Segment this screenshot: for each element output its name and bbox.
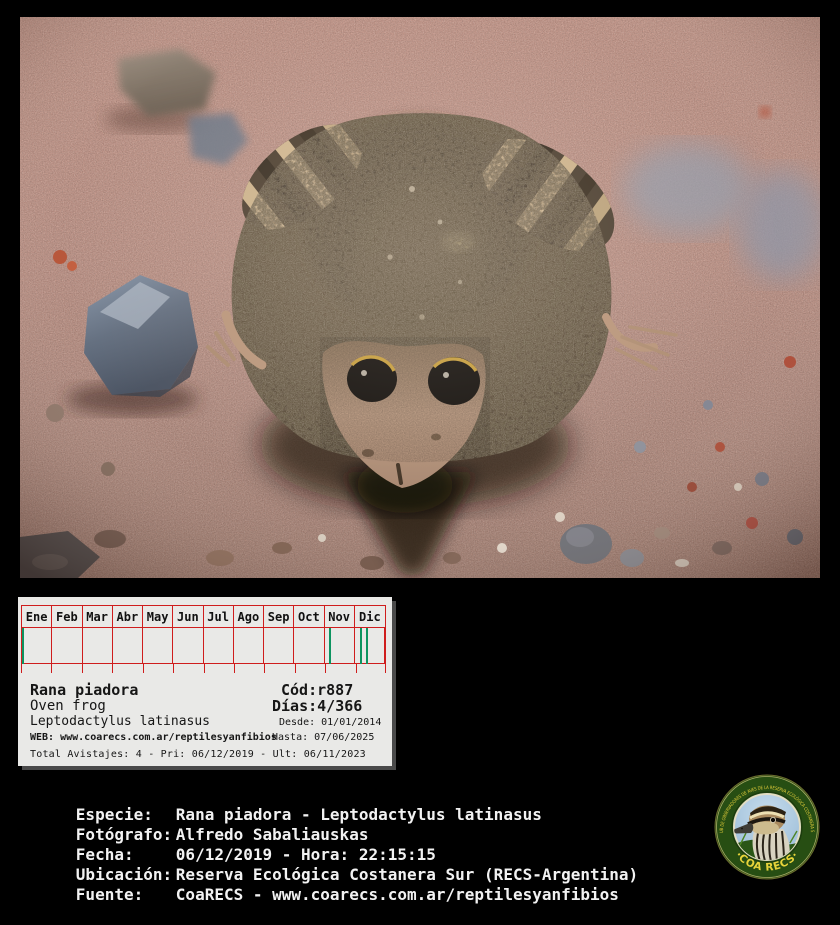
- calendar-month-label: Feb: [52, 606, 83, 627]
- sighting-mark: [329, 628, 332, 664]
- calendar-tick: [355, 663, 357, 673]
- date-to: Hasta: 07/06/2025: [272, 732, 375, 743]
- scientific-name: Leptodactylus latinasus: [30, 714, 211, 729]
- metadata-row: Fotógrafo: Alfredo Sabaliauskas: [18, 805, 698, 844]
- calendar-tick: [112, 663, 114, 673]
- calendar-tick: [385, 663, 386, 673]
- calendar-tick: [233, 663, 235, 673]
- calendar-tick: [264, 663, 266, 673]
- photo-metadata: Especie: Rana piadora - Leptodactylus lat…: [18, 785, 698, 904]
- calendar-ticks: [21, 663, 386, 673]
- web-link[interactable]: WEB: www.coarecs.com.ar/reptilesyanfibio…: [30, 732, 277, 743]
- frog-photo: [20, 17, 820, 578]
- calendar-tick: [81, 663, 83, 673]
- calendar-tick: [51, 663, 53, 673]
- common-name: Rana piadora: [30, 681, 139, 699]
- calendar-month-label: Ene: [22, 606, 53, 627]
- sightings-summary: Total Avistajes: 4 - Pri: 06/12/2019 - U…: [30, 749, 366, 760]
- calendar-tick: [21, 663, 22, 673]
- metadata-value: Alfredo Sabaliauskas: [175, 825, 369, 844]
- metadata-row: Ubicación: Reserva Ecológica Costanera Su…: [18, 845, 698, 884]
- sighting-mark: [359, 628, 362, 664]
- frog-photo-scene: [20, 17, 820, 578]
- calendar-month-label: Sep: [264, 606, 295, 627]
- metadata-row: Especie: Rana piadora - Leptodactylus lat…: [18, 785, 698, 824]
- calendar-month-label: Dic: [359, 609, 381, 624]
- metadata-value: Reserva Ecológica Costanera Sur (RECS-Ar…: [175, 865, 639, 884]
- calendar-month-label: Jul: [204, 606, 234, 627]
- calendar-month-label: Jun: [173, 606, 204, 627]
- calendar-month-label: May: [143, 606, 174, 627]
- date-from: Desde: 01/01/2014: [279, 717, 382, 728]
- vignette: [20, 17, 820, 578]
- metadata-label: Fuente:: [75, 885, 144, 904]
- calendar-month-label: Nov: [325, 606, 355, 627]
- metadata-label: Ubicación:: [75, 865, 173, 884]
- metadata-label: Fecha:: [75, 845, 134, 864]
- metadata-row: Fecha: 06/12/2019 - Hora: 22:15:15: [18, 825, 698, 864]
- calendar-month-label: Abr: [113, 606, 143, 627]
- days-count: Días:4/366: [272, 697, 363, 715]
- calendar-strip: Ene Feb Mar Abr May Jun Jul Ago Sep Oct Nov Dic: [21, 605, 386, 673]
- english-name: Oven frog: [30, 698, 106, 714]
- coa-recs-logo: CLUB DE OBSERVADORES DE AVES DE LA RESER…: [702, 771, 832, 882]
- calendar-month-label: Ago: [234, 606, 264, 627]
- calendar-tick: [142, 663, 144, 673]
- calendar-month-header: Ene Feb Mar Abr May Jun Jul Ago Sep Oct Nov Dic: [22, 606, 385, 627]
- calendar-marks: [22, 627, 385, 664]
- calendar-tick: [203, 663, 205, 673]
- metadata-label: Especie:: [75, 805, 153, 824]
- species-code: Cód:r887: [281, 681, 354, 699]
- sighting-mark: [366, 628, 369, 664]
- calendar-tick: [173, 663, 175, 673]
- metadata-value: 06/12/2019 - Hora: 22:15:15: [175, 845, 436, 864]
- sighting-mark: [22, 628, 24, 664]
- calendar-month-label: Mar: [83, 606, 113, 627]
- calendar-month-label: Oct: [294, 606, 325, 627]
- metadata-value: Rana piadora - Leptodactylus latinasus: [175, 805, 542, 824]
- calendar-tick: [325, 663, 327, 673]
- metadata-label: Fotógrafo:: [75, 825, 173, 844]
- calendar-table: Ene Feb Mar Abr May Jun Jul Ago Sep Oct Nov Dic: [21, 605, 386, 664]
- metadata-value: CoaRECS - www.coarecs.com.ar/reptilesyan…: [175, 885, 619, 904]
- calendar-tick: [294, 663, 296, 673]
- species-info-panel: Ene Feb Mar Abr May Jun Jul Ago Sep Oct Nov Dic Ran…: [18, 597, 392, 766]
